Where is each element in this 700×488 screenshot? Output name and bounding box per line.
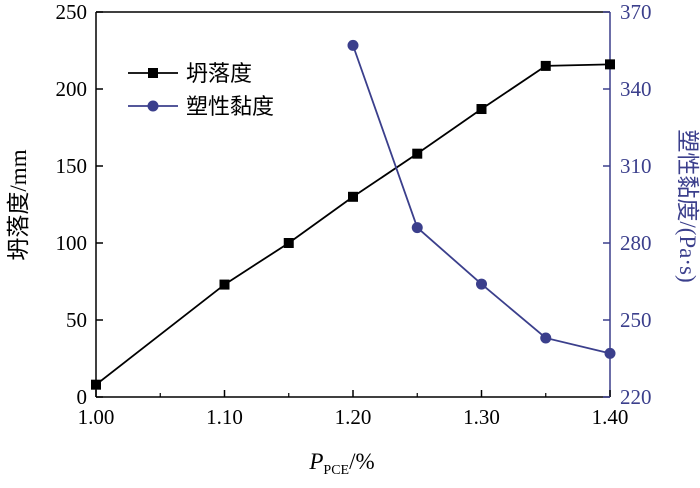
legend-label-1: 塑性黏度 (186, 95, 274, 120)
y-tick-label: 250 (56, 0, 88, 24)
y-tick-label: 100 (56, 231, 88, 255)
series-layer (91, 39, 616, 390)
series-point-1 (347, 39, 359, 51)
series-point-0 (605, 59, 615, 70)
y-axis-left: 0 50 100 150 200 250 (56, 0, 103, 409)
series-point-1 (540, 332, 552, 344)
y2-tick-label: 310 (620, 154, 652, 178)
series-point-0 (91, 379, 101, 390)
x-tick-label: 1.00 (78, 405, 115, 429)
series-point-0 (540, 60, 551, 71)
legend-marker-1 (147, 100, 159, 112)
x-axis-title-main: P (308, 449, 323, 474)
y-tick-label: 0 (77, 385, 88, 409)
y-tick-label: 200 (56, 77, 88, 101)
series-point-1 (476, 278, 487, 290)
x-axis: 1.00 1.10 1.20 1.30 1.40 (78, 390, 629, 429)
series-line-0 (95, 63, 611, 386)
x-axis-title-unit: /% (349, 449, 375, 474)
x-axis-title-sub: PCE (323, 463, 349, 478)
series-point-0 (476, 104, 487, 115)
series-point-0 (412, 148, 423, 159)
y2-tick-label: 280 (620, 231, 652, 255)
series-point-1 (411, 222, 423, 234)
series-point-0 (283, 238, 294, 248)
legend-label-0: 坍落度 (186, 62, 252, 87)
y2-tick-label: 220 (620, 385, 652, 409)
y-axis-right-title: 塑性黏度/(Pa·s) (675, 129, 700, 282)
legend-marker-0 (148, 68, 158, 78)
y-tick-label: 50 (66, 308, 87, 332)
x-tick-label: 1.40 (592, 405, 629, 429)
x-axis-title: PPCE/% (308, 449, 374, 478)
y-tick-label: 150 (56, 154, 88, 178)
y-axis-right: 220 250 280 310 340 370 (603, 0, 652, 409)
plot-frame (95, 11, 611, 398)
y2-tick-label: 370 (620, 0, 652, 24)
x-tick-label: 1.30 (463, 405, 500, 429)
series-line-1 (352, 45, 611, 355)
x-tick-label: 1.20 (335, 405, 372, 429)
series-point-0 (348, 191, 358, 202)
series-point-0 (219, 279, 230, 290)
y-axis-left-title: 坍落度/mm (6, 149, 31, 260)
x-tick-label: 1.10 (206, 405, 243, 429)
y2-tick-label: 250 (620, 308, 652, 332)
series-point-1 (604, 347, 616, 359)
y2-tick-label: 340 (620, 77, 652, 101)
